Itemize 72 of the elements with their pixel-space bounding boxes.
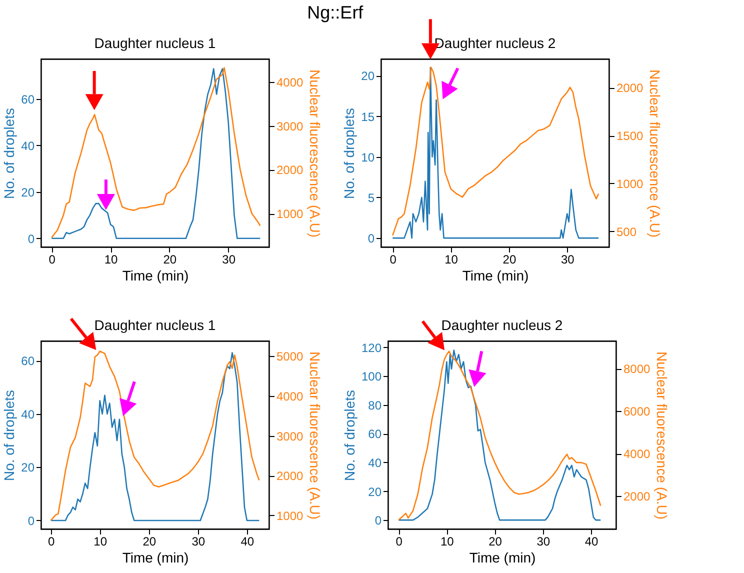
x-tick-label: 0 — [396, 534, 403, 548]
y-tick-label: 80 — [368, 398, 382, 412]
y-tick-label: 0 — [28, 514, 35, 528]
y2-tick-label: 2000 — [276, 469, 304, 484]
y2-tick-label: 4000 — [276, 75, 304, 90]
y-tick-label: 40 — [368, 456, 382, 470]
y2-axis-title: Nuclear fluorescence (A.U) — [307, 351, 324, 520]
y-axis-title: No. of droplets — [341, 108, 358, 200]
x-tick-label: 40 — [584, 534, 598, 548]
y-tick-label: 0 — [374, 514, 382, 528]
x-tick-label: 20 — [142, 534, 156, 548]
x-tick-label: 10 — [104, 252, 118, 266]
y2-tick-label: 1500 — [616, 129, 644, 144]
x-axis-title: Time (min) — [462, 268, 529, 284]
y-tick-label: 20 — [361, 69, 375, 84]
y2-tick-label: 2000 — [616, 81, 644, 96]
x-tick-label: 10 — [440, 534, 454, 548]
x-tick-label: 20 — [502, 252, 516, 266]
x-tick-label: 20 — [488, 534, 502, 548]
x-tick-label: 10 — [444, 252, 458, 266]
y-tick-label: 40 — [21, 407, 35, 422]
y-tick-label: 5 — [368, 190, 375, 205]
x-tick-label: 0 — [390, 252, 397, 266]
y2-tick-label: 1000 — [276, 508, 304, 523]
y2-axis-title: Nuclear fluorescence (A.U) — [647, 69, 664, 238]
y2-tick-label: 4000 — [276, 389, 304, 404]
y-tick-label: 0 — [28, 232, 35, 246]
y-axis-title: No. of droplets — [1, 108, 18, 200]
x-axis-title: Time (min) — [122, 550, 189, 566]
x-tick-label: 0 — [48, 252, 56, 266]
x-tick-label: 30 — [222, 252, 236, 266]
y-tick-label: 20 — [21, 460, 35, 475]
y-tick-label: 60 — [21, 92, 35, 106]
y-tick-label: 20 — [21, 185, 35, 200]
x-axis-title: Time (min) — [469, 550, 536, 566]
y-axis-title: No. of droplets — [341, 390, 358, 482]
y2-axis-title: Nuclear fluorescence (A.U) — [307, 69, 324, 238]
y2-tick-label: 8000 — [624, 362, 651, 376]
y-tick-label: 60 — [368, 427, 382, 442]
chart-title: Daughter nucleus 1 — [94, 35, 216, 51]
x-tick-label: 20 — [163, 252, 177, 266]
x-tick-label: 0 — [48, 534, 55, 548]
y-tick-label: 20 — [368, 484, 382, 499]
y-tick-label: 100 — [361, 370, 382, 384]
y2-tick-label: 1000 — [616, 176, 644, 191]
chart-title: Daughter nucleus 2 — [441, 317, 563, 333]
y-tick-label: 120 — [361, 340, 382, 355]
x-tick-label: 30 — [536, 534, 550, 548]
y2-tick-label: 5000 — [276, 350, 304, 364]
y2-tick-label: 2000 — [276, 163, 304, 178]
y-tick-label: 0 — [368, 232, 375, 246]
x-tick-label: 10 — [94, 534, 108, 548]
y2-tick-label: 4000 — [624, 447, 651, 462]
x-tick-label: 30 — [560, 252, 575, 266]
chart-title: Daughter nucleus 2 — [434, 35, 556, 51]
y2-axis-title: Nuclear fluorescence (A.U) — [654, 351, 670, 520]
y2-tick-label: 2000 — [624, 490, 651, 504]
x-axis-title: Time (min) — [122, 268, 189, 284]
y-tick-label: 15 — [361, 110, 375, 124]
y2-tick-label: 3000 — [276, 429, 304, 444]
y2-tick-label: 1000 — [276, 207, 304, 222]
y-tick-label: 10 — [361, 150, 375, 164]
y2-tick-label: 6000 — [624, 404, 651, 419]
y2-tick-label: 500 — [616, 224, 637, 239]
y-tick-label: 60 — [21, 354, 35, 368]
y-tick-label: 40 — [21, 138, 35, 153]
x-tick-label: 40 — [240, 534, 254, 548]
y2-tick-label: 3000 — [276, 119, 304, 134]
x-tick-label: 30 — [192, 534, 206, 548]
y-axis-title: No. of droplets — [1, 390, 18, 482]
text: Ng::Erf — [307, 2, 364, 22]
chart-title: Daughter nucleus 1 — [94, 317, 216, 333]
